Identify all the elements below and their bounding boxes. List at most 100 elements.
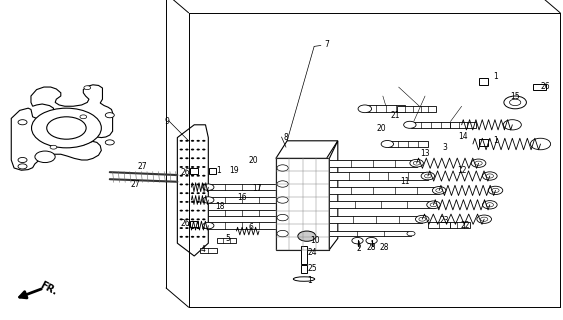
Circle shape: [180, 183, 183, 185]
Circle shape: [191, 218, 194, 220]
Circle shape: [185, 218, 189, 220]
Bar: [301, 265, 307, 273]
Circle shape: [18, 120, 27, 125]
Circle shape: [191, 227, 194, 229]
Circle shape: [410, 159, 423, 167]
Circle shape: [503, 120, 521, 130]
Bar: [450, 122, 476, 128]
Circle shape: [277, 165, 288, 171]
Circle shape: [277, 181, 288, 187]
Circle shape: [428, 202, 439, 208]
Circle shape: [18, 157, 27, 163]
Circle shape: [180, 227, 183, 229]
Circle shape: [423, 173, 433, 179]
Circle shape: [191, 210, 194, 212]
Text: 22: 22: [461, 221, 470, 230]
Circle shape: [196, 166, 200, 168]
Circle shape: [180, 166, 183, 168]
Circle shape: [203, 184, 214, 190]
Bar: [329, 187, 439, 194]
Circle shape: [191, 175, 194, 177]
Circle shape: [358, 105, 372, 113]
Bar: [479, 139, 488, 146]
Text: 7: 7: [324, 40, 329, 49]
Bar: [301, 246, 307, 264]
Circle shape: [185, 236, 189, 238]
Circle shape: [404, 121, 416, 128]
Bar: [533, 84, 546, 90]
Text: 25: 25: [307, 264, 317, 273]
Polygon shape: [276, 141, 338, 158]
Circle shape: [185, 227, 189, 229]
Text: 10: 10: [310, 236, 320, 245]
Text: 9: 9: [165, 117, 169, 126]
Bar: [329, 216, 422, 223]
Text: 20: 20: [377, 124, 387, 132]
Text: 11: 11: [401, 177, 410, 186]
Bar: [200, 248, 217, 253]
Circle shape: [430, 203, 437, 207]
Text: 8: 8: [283, 133, 288, 142]
Text: 20: 20: [248, 156, 258, 164]
Circle shape: [488, 186, 503, 195]
Circle shape: [196, 175, 200, 177]
Circle shape: [196, 148, 200, 150]
Circle shape: [203, 197, 214, 203]
Circle shape: [202, 166, 205, 168]
Circle shape: [191, 148, 194, 150]
Circle shape: [105, 113, 114, 118]
Circle shape: [180, 192, 183, 194]
Circle shape: [185, 201, 189, 203]
Circle shape: [202, 157, 205, 159]
Circle shape: [196, 157, 200, 159]
Circle shape: [277, 197, 288, 203]
Text: 5: 5: [226, 234, 230, 243]
Circle shape: [35, 151, 55, 163]
Circle shape: [196, 201, 200, 203]
Circle shape: [202, 148, 205, 150]
Circle shape: [185, 175, 189, 177]
Bar: [208, 197, 276, 203]
Bar: [428, 222, 450, 228]
Circle shape: [196, 227, 200, 229]
Circle shape: [185, 210, 189, 212]
Circle shape: [492, 188, 499, 192]
Text: 1: 1: [493, 136, 498, 145]
Circle shape: [407, 231, 415, 236]
Polygon shape: [11, 85, 113, 170]
Circle shape: [277, 230, 288, 237]
Circle shape: [191, 157, 194, 159]
Circle shape: [196, 183, 200, 185]
Circle shape: [475, 161, 482, 165]
Circle shape: [202, 140, 205, 142]
Bar: [329, 160, 417, 167]
Text: 1: 1: [216, 166, 221, 175]
Circle shape: [202, 183, 205, 185]
Text: FR.: FR.: [38, 280, 59, 297]
Circle shape: [412, 160, 422, 166]
Text: 28: 28: [367, 243, 376, 252]
Circle shape: [196, 210, 200, 212]
Circle shape: [191, 183, 194, 185]
Text: 26: 26: [181, 168, 191, 177]
Bar: [190, 168, 198, 174]
Bar: [479, 78, 488, 85]
Bar: [208, 184, 276, 190]
Circle shape: [298, 231, 316, 241]
Circle shape: [32, 108, 101, 148]
Bar: [190, 221, 198, 227]
Bar: [217, 238, 236, 243]
Bar: [366, 105, 405, 112]
Circle shape: [47, 117, 86, 139]
Circle shape: [180, 148, 183, 150]
Circle shape: [203, 222, 214, 229]
Circle shape: [421, 172, 435, 180]
Ellipse shape: [293, 277, 315, 281]
Circle shape: [366, 237, 377, 244]
Circle shape: [471, 159, 486, 167]
Text: 12: 12: [457, 166, 466, 175]
Circle shape: [196, 218, 200, 220]
Text: 21: 21: [391, 111, 400, 120]
Circle shape: [185, 157, 189, 159]
Circle shape: [105, 140, 114, 145]
